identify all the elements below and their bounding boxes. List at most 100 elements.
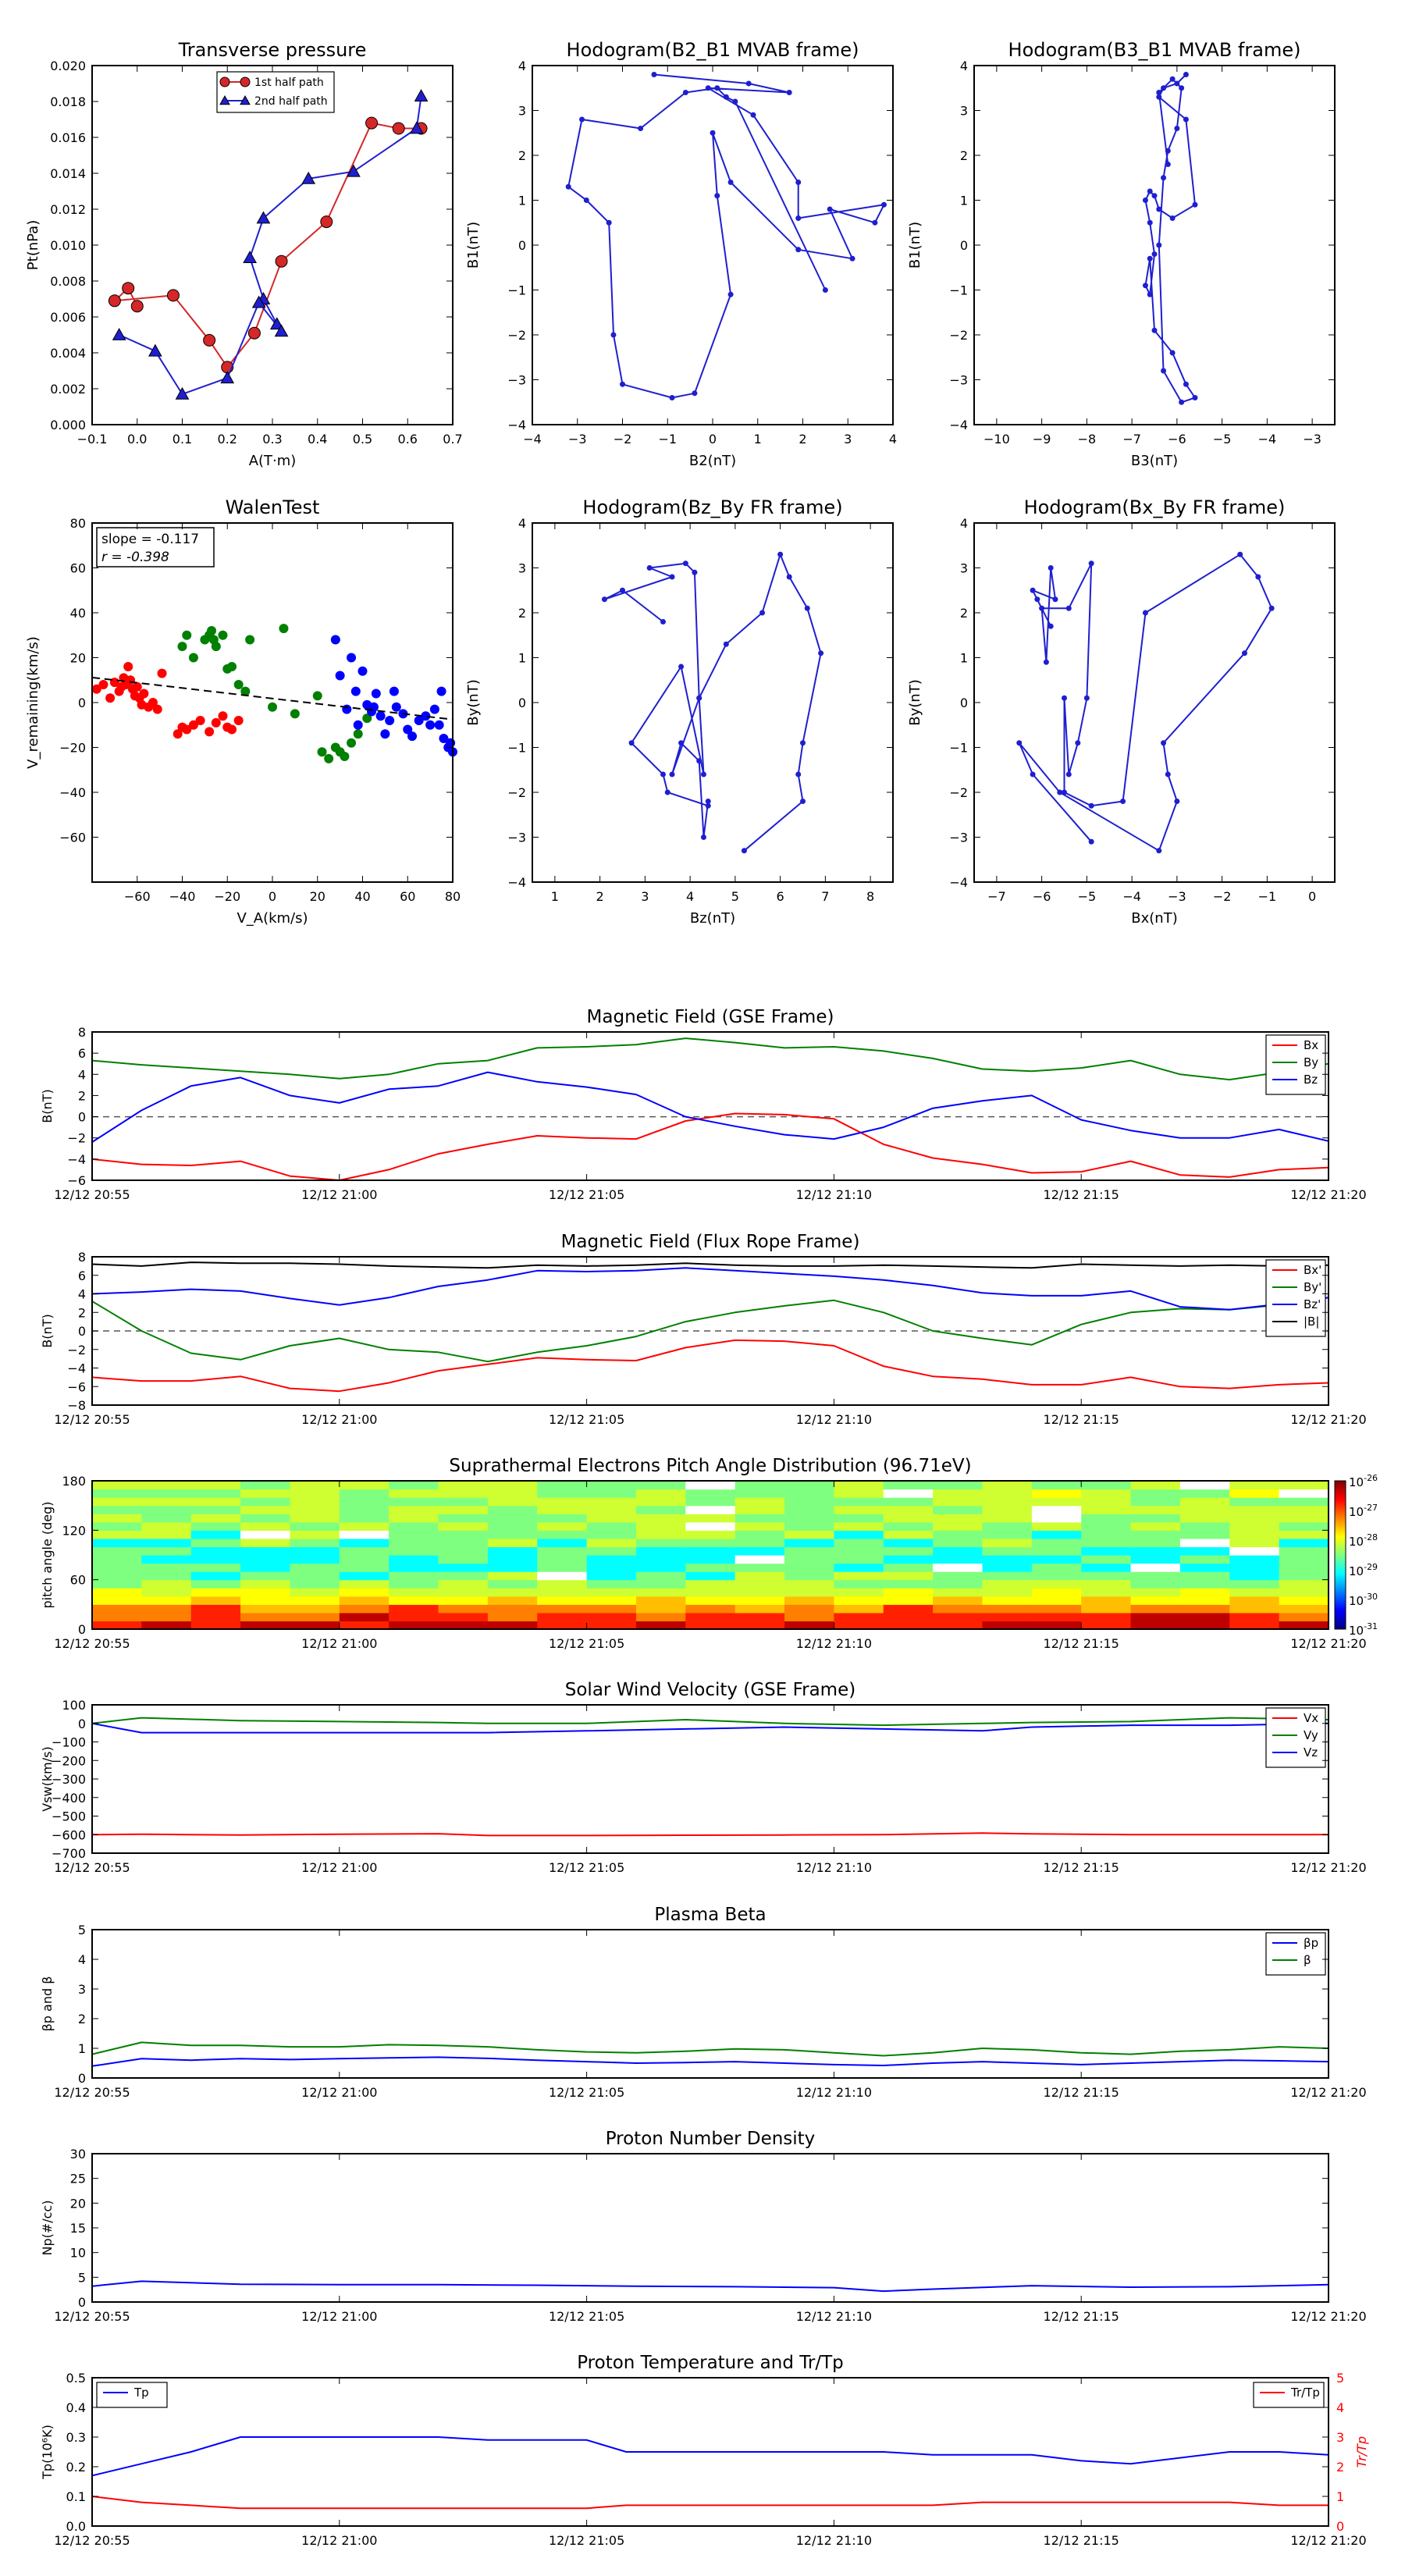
hodo2-ytick-label: 4: [960, 59, 968, 73]
hodo2-point: [1161, 368, 1167, 374]
pad-cell: [735, 1546, 785, 1556]
hodo1-ytick-label: −2: [507, 328, 526, 343]
pad-cell: [1081, 1612, 1132, 1622]
pad-cell: [982, 1563, 1033, 1572]
hodo4-ytick-label: −3: [949, 831, 968, 845]
pad-cell: [784, 1555, 834, 1564]
hodo4-point: [1161, 740, 1167, 746]
beta-series-line: [91, 2056, 1329, 2067]
pad-cell: [834, 1530, 884, 1539]
tpr-right-legend-label: Tr/Tp: [1290, 2386, 1320, 2400]
tp-ytick-label: 0.004: [50, 346, 86, 361]
pad-cell: [735, 1596, 785, 1605]
bfr-xtick-label: 12/12 21:15: [1044, 1412, 1119, 1427]
tp-point: [112, 327, 126, 340]
pad-cell: [92, 1530, 142, 1539]
pad-cell: [883, 1621, 934, 1630]
pad-cell: [487, 1604, 538, 1614]
pad-cell: [685, 1563, 736, 1572]
pad-cell: [735, 1555, 785, 1564]
pad-cell: [834, 1546, 884, 1556]
pad-cell: [586, 1521, 637, 1531]
pad-cell: [982, 1579, 1033, 1589]
vsw-series-line: [91, 1832, 1329, 1837]
pad-cell: [883, 1546, 934, 1556]
tp-ytick-label: 0.014: [50, 166, 86, 181]
pad-cell: [190, 1612, 241, 1622]
hodo1-point: [638, 126, 644, 131]
pad-cell: [537, 1538, 588, 1548]
pad-cell: [290, 1546, 340, 1556]
hodo2-point: [1192, 395, 1198, 400]
pad-cell: [1229, 1505, 1280, 1514]
pad-cell: [339, 1530, 389, 1539]
pad-cell: [1130, 1621, 1181, 1630]
pad-cell: [834, 1538, 884, 1548]
walen-point: [195, 716, 205, 725]
pad-cell: [1130, 1588, 1181, 1597]
walen-point: [139, 688, 149, 699]
hodo3-point: [818, 650, 824, 656]
pad-cell: [586, 1530, 637, 1539]
walen-point: [279, 624, 289, 634]
pad-cell: [685, 1579, 736, 1589]
pad-cell: [834, 1571, 884, 1581]
pad-xtick-label: 12/12 21:15: [1044, 1636, 1119, 1651]
vsw-frame: [91, 1704, 1329, 1854]
hodo1-point: [583, 197, 589, 203]
hodo1-ytick-label: 0: [518, 238, 526, 253]
pad-cell: [1081, 1497, 1132, 1507]
hodo1-point: [827, 206, 833, 212]
pad-cell: [685, 1497, 736, 1507]
pad-cell: [1279, 1514, 1329, 1523]
hodo4-point: [1242, 650, 1247, 656]
tpr-y2tick-label: 2: [1336, 2460, 1344, 2475]
walen-point: [132, 681, 142, 692]
hodo2-point: [1165, 162, 1171, 167]
walen-point: [173, 729, 183, 739]
pad-cell: [635, 1588, 686, 1597]
pad-cell: [339, 1489, 389, 1498]
hodo3-point: [696, 695, 702, 701]
tpr-y2tick-label: 5: [1336, 2371, 1344, 2386]
pad-cell: [933, 1563, 984, 1572]
tpr-xtick-label: 12/12 21:05: [549, 2533, 624, 2548]
pad-cell: [1179, 1612, 1230, 1622]
hodo4-point: [1142, 610, 1148, 616]
pad-cell: [290, 1621, 340, 1630]
vsw-ytick-label: −700: [52, 1846, 86, 1861]
pad-cell: [1031, 1579, 1082, 1589]
hodo3-point: [705, 802, 711, 809]
pad-cell: [487, 1563, 538, 1572]
hodo2-frame: [973, 65, 1336, 425]
vsw-legend-label: Vx: [1304, 1711, 1318, 1725]
walen-point: [105, 693, 116, 703]
np-ytick-label: 5: [78, 2270, 86, 2285]
tpr-y2tick-label: 3: [1336, 2430, 1344, 2445]
pad-cell: [290, 1579, 340, 1589]
np-xtick-label: 12/12 21:15: [1044, 2309, 1119, 2324]
tp-series-line: [113, 122, 422, 368]
pad-cell: [438, 1514, 489, 1523]
tp-xtick-label: 0.2: [218, 432, 237, 447]
pad-cell: [1031, 1530, 1082, 1539]
walen-point: [182, 630, 192, 640]
hodo2-point: [1151, 193, 1158, 199]
pad-cell: [1081, 1489, 1132, 1498]
hodo4-point: [1088, 802, 1094, 809]
pad-cell: [1031, 1588, 1082, 1597]
pad-cell: [685, 1530, 736, 1539]
hodo2-point: [1147, 188, 1153, 194]
chart-np: Proton Number Density 12/12 20:55 12/12 21…: [40, 2129, 1367, 2324]
pad-cell: [635, 1481, 686, 1490]
pad-cell: [537, 1530, 588, 1539]
hodo4-point: [1268, 605, 1275, 611]
pad-cell: [1081, 1604, 1132, 1614]
pad-cell: [1279, 1538, 1329, 1548]
hodo2-point: [1161, 85, 1167, 91]
pad-cell: [1031, 1571, 1082, 1581]
hodo2-point: [1169, 76, 1176, 82]
pad-cell: [240, 1505, 291, 1514]
bfr-ytick-label: 0: [78, 1324, 86, 1339]
